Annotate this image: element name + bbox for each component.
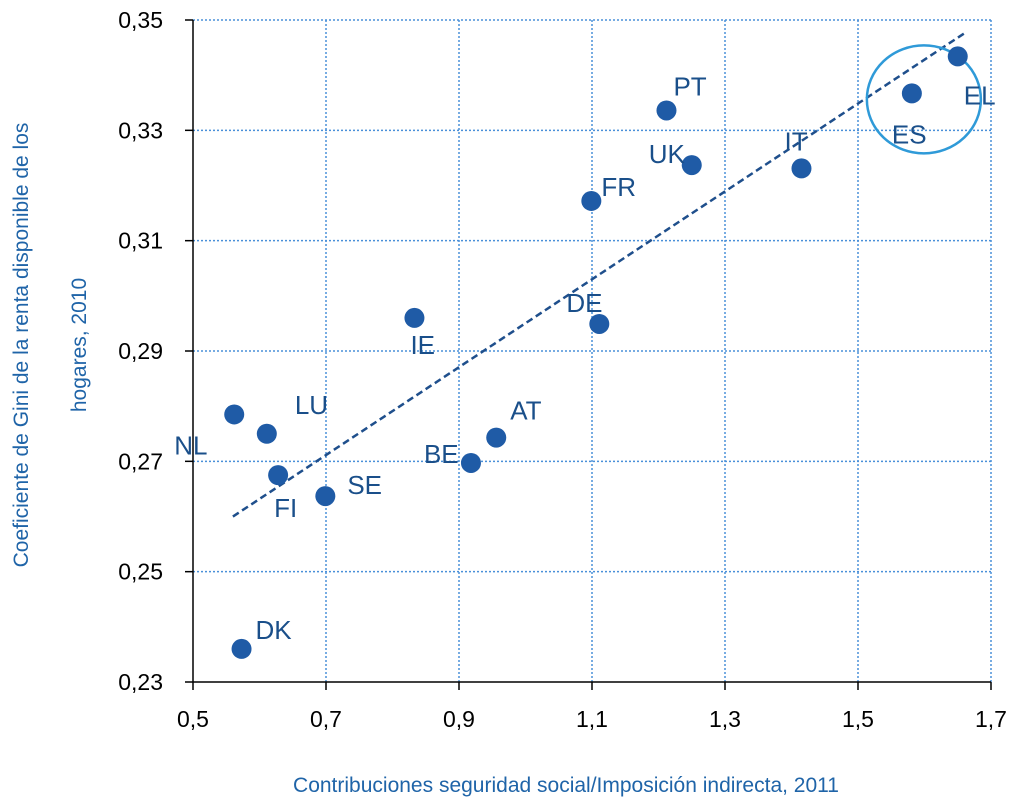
data-point-fr xyxy=(581,190,602,211)
y-axis-title-line-1: Coeficiente de Gini de la renta disponib… xyxy=(10,123,33,568)
highlight-circle xyxy=(865,44,983,155)
data-point-pt xyxy=(656,100,677,121)
data-point-uk xyxy=(681,155,702,176)
data-label-pt: PT xyxy=(673,71,706,101)
data-label-dk: DK xyxy=(256,615,293,645)
data-label-nl: NL xyxy=(174,430,207,460)
y-tick-label: 0,33 xyxy=(118,117,163,143)
x-tick-label: 1,7 xyxy=(975,706,1007,732)
grid xyxy=(193,19,992,682)
data-label-ie: IE xyxy=(410,330,435,360)
y-tick-label: 0,23 xyxy=(118,669,163,695)
data-label-fr: FR xyxy=(601,172,636,202)
data-point-lu xyxy=(256,423,277,444)
data-point-be xyxy=(460,452,481,473)
data-point-de xyxy=(589,313,610,334)
data-label-it: IT xyxy=(784,126,807,156)
data-point-nl xyxy=(224,404,245,425)
trendline xyxy=(232,32,966,518)
y-axis-title-line-2: hogares, 2010 xyxy=(68,278,91,412)
x-axis-title: Contribuciones seguridad social/Imposici… xyxy=(293,774,839,797)
x-tick-label: 0,7 xyxy=(310,706,342,732)
data-point-el xyxy=(947,46,968,67)
y-tick-label: 0,27 xyxy=(118,448,163,474)
y-axis-title: Coeficiente de Gini de la renta disponib… xyxy=(10,123,91,568)
y-tick-label: 0,29 xyxy=(118,338,163,364)
data-label-be: BE xyxy=(424,439,459,469)
data-label-se: SE xyxy=(347,470,382,500)
data-point-it xyxy=(791,158,812,179)
axes xyxy=(185,19,992,690)
data-point-at xyxy=(486,427,507,448)
x-tick-label: 1,3 xyxy=(709,706,741,732)
data-label-at: AT xyxy=(510,396,541,426)
data-label-lu: LU xyxy=(295,390,328,420)
x-tick-label: 0,9 xyxy=(443,706,475,732)
data-label-es: ES xyxy=(892,119,927,149)
data-label-uk: UK xyxy=(649,139,686,169)
highlight-circles xyxy=(865,44,983,155)
trend-line xyxy=(232,32,966,518)
data-point-se xyxy=(315,486,336,507)
data-point-es xyxy=(901,83,922,104)
data-point-ie xyxy=(404,307,425,328)
data-label-de: DE xyxy=(566,288,602,318)
y-tick-label: 0,35 xyxy=(118,7,163,33)
data-points xyxy=(224,46,968,659)
x-tick-label: 1,1 xyxy=(576,706,608,732)
tick-labels: 0,5 0,7 0,9 1,1 1,3 1,5 1,7 0,23 0,25 0,27 0,29 0,3… xyxy=(118,7,1007,732)
x-tick-label: 0,5 xyxy=(177,706,209,732)
data-label-fi: FI xyxy=(274,493,297,523)
data-point-dk xyxy=(231,638,252,659)
x-tick-label: 1,5 xyxy=(842,706,874,732)
y-tick-label: 0,25 xyxy=(118,559,163,585)
y-tick-label: 0,31 xyxy=(118,228,163,254)
data-label-el: EL xyxy=(964,80,996,110)
data-point-fi xyxy=(268,465,289,486)
point-labels: DK NL LU FI SE IE BE AT DE FR PT UK IT ES EL xyxy=(174,71,995,644)
